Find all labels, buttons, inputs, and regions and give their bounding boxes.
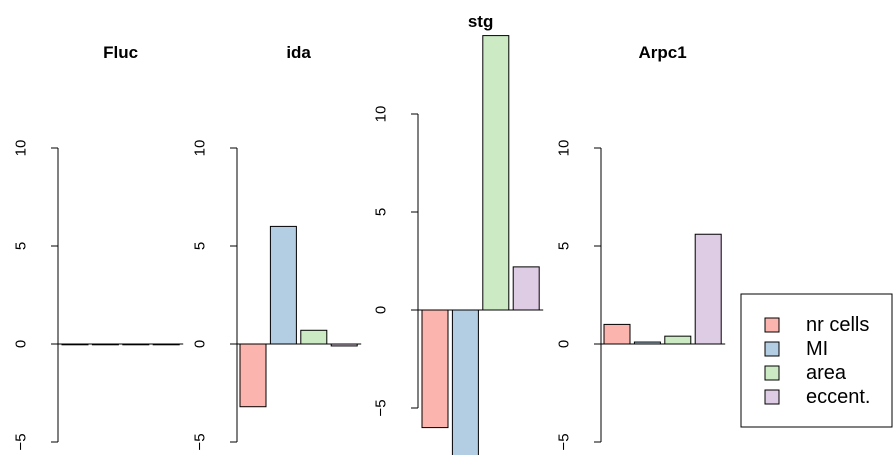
panel-3: Arpc1 −5 0 5 10 — [556, 43, 726, 451]
bar-mi — [91, 343, 119, 346]
y-tick-label: 5 — [192, 242, 209, 250]
y-tick-label: 10 — [192, 140, 209, 157]
legend-label: MI — [806, 338, 828, 360]
y-tick-label: 0 — [373, 306, 390, 314]
y-tick-label: −5 — [13, 433, 30, 450]
y-tick-label: −5 — [192, 433, 209, 450]
y-tick-label: 0 — [13, 340, 30, 348]
bar-eccent — [152, 343, 180, 346]
bar-area — [664, 335, 692, 345]
panel-title: stg — [468, 12, 494, 31]
bar-eccent — [694, 233, 722, 345]
bar-nr-cells — [239, 343, 267, 408]
legend-swatch — [764, 341, 780, 357]
panel-1: ida −5 0 5 10 — [192, 43, 362, 451]
bar-nr-cells — [61, 343, 89, 346]
bar-area — [482, 35, 510, 311]
y-tick-label: 10 — [13, 140, 30, 157]
bar-area — [122, 343, 150, 346]
y-tick-label: 0 — [192, 340, 209, 348]
panel-title: Fluc — [103, 43, 138, 62]
bar-mi — [633, 341, 661, 345]
bar-nr-cells — [603, 323, 631, 345]
y-tick-label: 5 — [373, 208, 390, 216]
bar-eccent — [330, 343, 358, 347]
legend-swatch — [764, 365, 780, 381]
panel-2: stg −5 0 5 10 — [373, 12, 544, 455]
panel-0: Fluc −5 0 5 10 — [13, 43, 184, 451]
y-tick-label: 10 — [556, 140, 573, 157]
y-tick-label: −5 — [373, 399, 390, 416]
y-tick-label: 5 — [13, 242, 30, 250]
y-tick-label: 0 — [556, 340, 573, 348]
legend-swatch — [764, 389, 780, 405]
legend-box — [740, 293, 893, 428]
legend-label: eccent. — [806, 386, 870, 408]
bar-area — [300, 329, 328, 345]
legend-label: area — [806, 362, 847, 384]
y-tick-label: −5 — [556, 433, 573, 450]
bar-nr-cells — [421, 309, 449, 429]
panel-title: Arpc1 — [639, 43, 687, 62]
legend-label: nr cells — [806, 314, 869, 336]
bar-mi — [451, 309, 479, 455]
y-tick-label: 5 — [556, 242, 573, 250]
y-tick-label: 10 — [373, 106, 390, 123]
bar-mi — [269, 225, 297, 345]
legend-swatch — [764, 317, 780, 333]
bar-eccent — [512, 266, 540, 311]
panel-title: ida — [286, 43, 311, 62]
